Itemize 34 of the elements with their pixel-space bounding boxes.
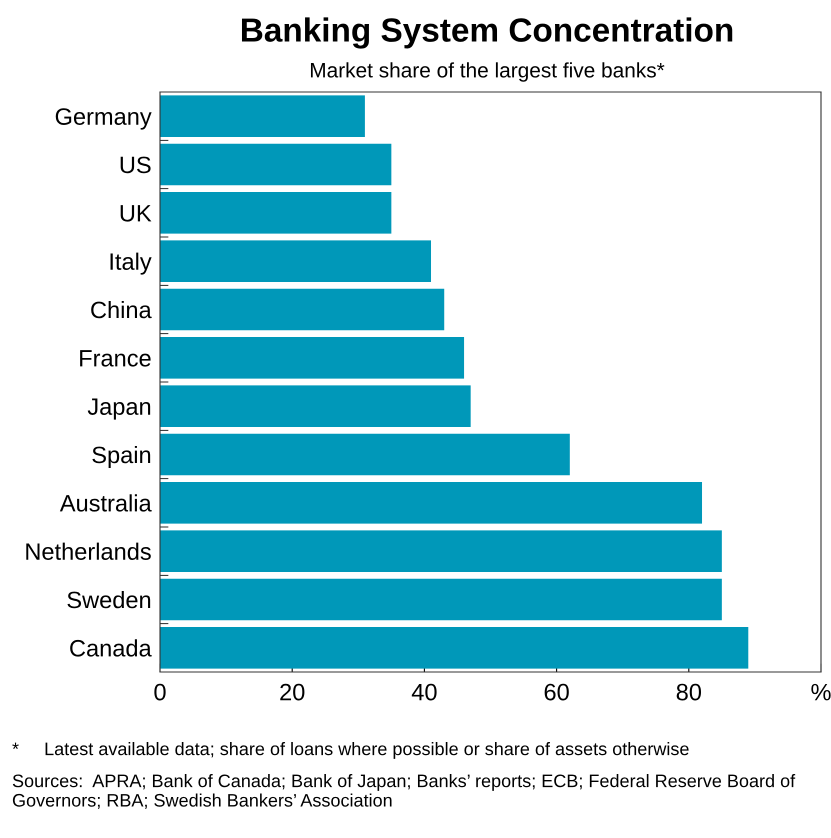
y-tick-label: Netherlands: [26, 542, 151, 560]
y-tick-label: Spain: [92, 446, 150, 468]
bar: [160, 482, 702, 524]
x-tick-label: 80: [676, 684, 702, 700]
source-note: Sources: APRA; Bank of Canada; Bank of Japan; Banks’ reports; ECB; Federal Reserve Board of Governors; RBA; Swedish Bankers’ Association: [12, 774, 796, 809]
y-tick-label: Japan: [88, 398, 150, 420]
bar: [160, 627, 748, 669]
chart-title: Banking System Concentration: [242, 17, 732, 49]
y-tick-label: Canada: [70, 639, 152, 657]
chart-subtitle: Market share of the largest five banks*: [310, 62, 664, 82]
bar: [160, 578, 722, 620]
text: * Latest available data; share of loans where possible or share of assets otherwise: [12, 742, 689, 759]
y-tick-label: US: [120, 156, 151, 174]
bar: [160, 434, 570, 476]
bar: [160, 144, 392, 186]
y-tick-label: Italy: [110, 252, 152, 275]
bar: [160, 192, 392, 234]
y-tick-label: China: [91, 300, 152, 318]
bar: [160, 288, 444, 330]
x-tick-label: 60: [544, 684, 569, 700]
bar: [160, 95, 365, 137]
y-tick-label: Australia: [60, 494, 152, 512]
x-tick-label: 40: [412, 684, 437, 700]
x-tick-label: %: [811, 684, 831, 700]
bar: [160, 240, 432, 282]
y-tick-label: France: [80, 350, 151, 367]
x-tick-label: 0: [154, 684, 166, 700]
x-tick-label: 20: [280, 684, 304, 700]
y-tick-label: Germany: [56, 108, 152, 130]
bar: [160, 337, 464, 379]
bar: [160, 385, 471, 427]
bar: [160, 530, 722, 572]
y-tick-label: Sweden: [67, 590, 150, 608]
y-tick-label: UK: [120, 205, 152, 222]
